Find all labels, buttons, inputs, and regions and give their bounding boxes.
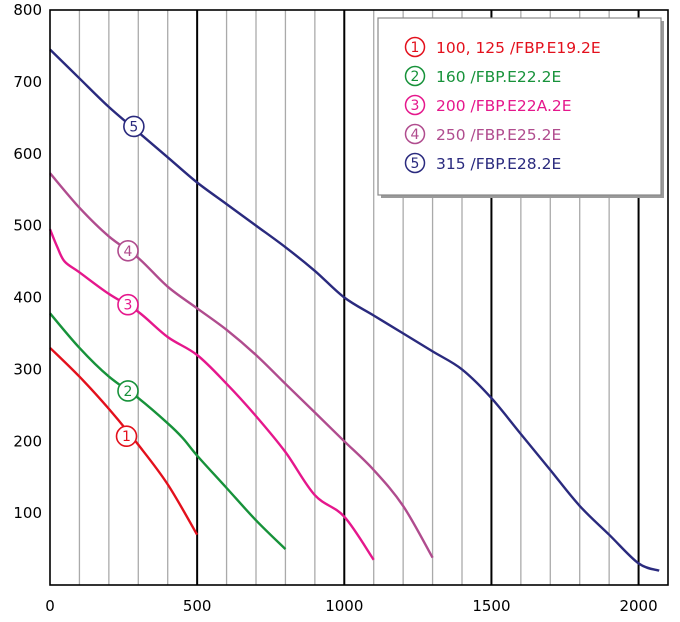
legend-label: 160 /FBP.E22.2E: [436, 68, 561, 86]
legend-label: 100, 125 /FBP.E19.2E: [436, 39, 601, 57]
legend-marker-number: 2: [411, 69, 420, 85]
curves: [48, 48, 660, 572]
legend-entry-2: 2 160 /FBP.E22.2E: [404, 65, 561, 87]
legend-label: 200 /FBP.E22A.2E: [436, 97, 572, 115]
x-tick-label: 2000: [619, 597, 657, 615]
x-tick-label: 1000: [325, 597, 363, 615]
series-marker-3: 3: [117, 293, 139, 316]
marker-number: 4: [124, 244, 133, 260]
series-marker-1: 1: [115, 425, 138, 448]
marker-number: 2: [124, 384, 133, 400]
series-markers: 1 2 3 4 5: [115, 115, 145, 448]
series-marker-5: 5: [123, 115, 145, 138]
marker-circle: [117, 380, 139, 402]
marker-circle: [123, 115, 145, 138]
x-tick-label: 1500: [472, 597, 510, 615]
legend-marker-circle: [404, 152, 426, 174]
legend-marker-circle: [404, 123, 426, 145]
plot-area: [49, 9, 669, 586]
legend-label: 315 /FBP.E28.2E: [436, 155, 561, 173]
x-tick-label: 500: [183, 597, 212, 615]
y-tick-label: 300: [13, 360, 42, 378]
y-tick-label: 700: [13, 73, 42, 91]
legend-entry-4: 4 250 /FBP.E25.2E: [404, 123, 561, 145]
legend-entry-5: 5 315 /FBP.E28.2E: [404, 152, 561, 174]
series-line-3: [48, 228, 375, 561]
legend-marker-circle: [404, 94, 426, 116]
legend: 1 100, 125 /FBP.E19.2E 2 160 /FBP.E22.2E 3 20…: [377, 17, 664, 198]
y-tick-label: 500: [13, 217, 42, 235]
legend-marker-number: 4: [411, 127, 420, 143]
legend-marker-circle: [404, 36, 426, 58]
marker-circle: [117, 293, 139, 316]
legend-entry-3: 3 200 /FBP.E22A.2E: [404, 94, 572, 116]
marker-number: 5: [129, 119, 138, 135]
legend-label: 250 /FBP.E25.2E: [436, 126, 561, 144]
series-marker-2: 2: [117, 380, 139, 402]
marker-number: 3: [124, 298, 133, 314]
marker-circle: [115, 425, 138, 448]
series-line-5: [49, 48, 660, 572]
series-line-2: [49, 312, 287, 550]
legend-entry-1: 1 100, 125 /FBP.E19.2E: [404, 36, 601, 58]
y-tick-label: 400: [13, 289, 42, 307]
series-line-4: [49, 172, 434, 559]
legend-marker-number: 1: [411, 40, 420, 56]
y-tick-label: 200: [13, 432, 42, 450]
marker-number: 1: [122, 429, 131, 445]
legend-marker-number: 3: [411, 98, 420, 114]
tick-labels: 0 500 1000 1500 2000 100 200 300 400 500 600 700 800: [13, 1, 657, 615]
legend-marker-number: 5: [411, 156, 420, 172]
legend-marker-circle: [404, 65, 426, 87]
y-tick-label: 100: [13, 504, 42, 522]
marker-circle: [117, 239, 139, 262]
series-marker-4: 4: [117, 239, 139, 262]
y-tick-label: 800: [13, 1, 42, 19]
x-tick-label: 0: [45, 597, 55, 615]
y-tick-label: 600: [13, 145, 42, 163]
